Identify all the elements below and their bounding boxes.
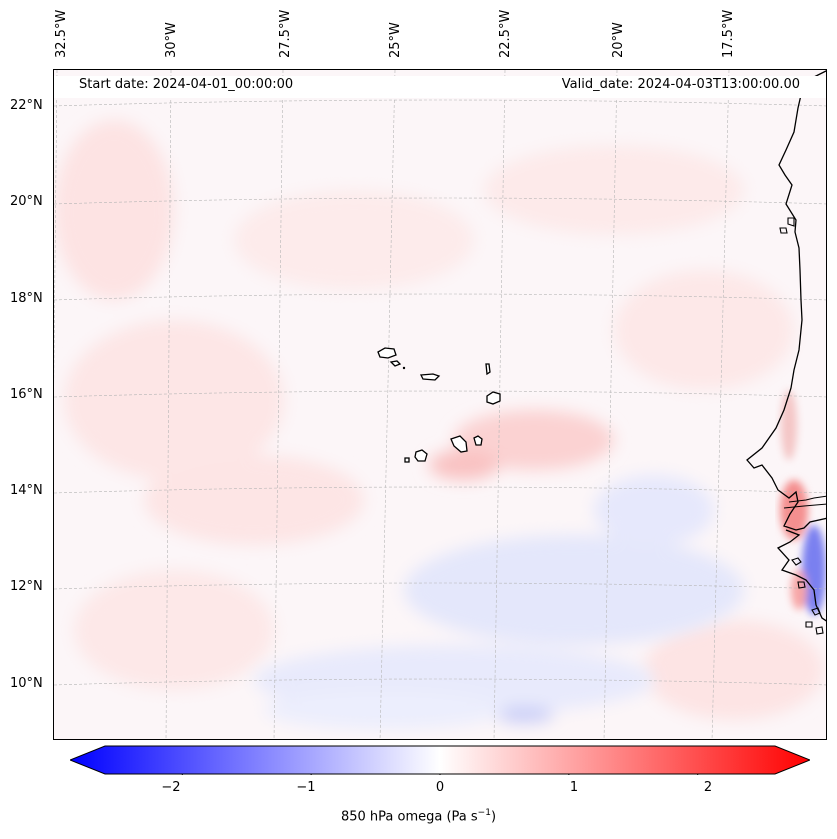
lat-label-20n: 20°N bbox=[10, 194, 43, 209]
island-santo-antao bbox=[377, 347, 397, 359]
start-date-label: Start date: 2024-04-01_00:00:00 bbox=[79, 77, 294, 92]
island-santiago bbox=[450, 435, 468, 453]
colorbar-tick-2: 2 bbox=[703, 780, 713, 795]
island-boa-vista bbox=[486, 391, 501, 405]
header-band bbox=[54, 76, 826, 98]
island-sao-nicolau bbox=[419, 373, 441, 381]
lon-label-25w: 25°W bbox=[388, 22, 403, 58]
colorbar-tick-minus-2: −2 bbox=[161, 780, 181, 795]
lon-label-30w: 30°W bbox=[164, 22, 179, 58]
lon-label-17-5w: 17.5°W bbox=[721, 9, 736, 58]
bijagos-islands bbox=[779, 217, 824, 635]
west-africa-coastline bbox=[746, 70, 826, 531]
colorbar-gradient bbox=[68, 745, 812, 775]
lat-label-14n: 14°N bbox=[10, 483, 43, 498]
map-panel[interactable]: Start date: 2024-04-01_00:00:00 Valid_da… bbox=[53, 69, 827, 740]
map-canvas bbox=[54, 70, 826, 739]
lon-label-22-5w: 22.5°W bbox=[498, 9, 513, 58]
colorbar-tick-minus-1: −1 bbox=[296, 780, 316, 795]
island-sal bbox=[485, 363, 491, 376]
lat-label-12n: 12°N bbox=[10, 579, 43, 594]
gambia-river bbox=[783, 495, 826, 509]
guinea-bissau-coastline bbox=[776, 529, 826, 622]
colorbar-tick-1: 1 bbox=[569, 780, 579, 795]
lat-label-10n: 10°N bbox=[10, 676, 43, 691]
island-maio bbox=[473, 435, 483, 446]
valid-date-label: Valid_date: 2024-04-03T13:00:00.00 bbox=[561, 77, 800, 92]
island-fogo bbox=[414, 449, 428, 462]
cape-verde-islands bbox=[377, 347, 501, 463]
lat-label-22n: 22°N bbox=[10, 98, 43, 113]
graticule bbox=[54, 70, 826, 739]
island-brava bbox=[404, 457, 410, 463]
lon-label-32-5w: 32.5°W bbox=[54, 9, 69, 58]
colorbar-tick-0: 0 bbox=[435, 780, 445, 795]
lon-label-27-5w: 27.5°W bbox=[278, 9, 293, 58]
colorbar bbox=[68, 745, 812, 779]
lat-label-16n: 16°N bbox=[10, 387, 43, 402]
colorbar-title: 850 hPa omega (Pa s−1) bbox=[340, 808, 497, 825]
omega-positive-patches bbox=[54, 120, 824, 720]
omega-negative-patches bbox=[254, 475, 744, 730]
island-sao-vicente bbox=[389, 360, 402, 367]
lon-label-20w: 20°W bbox=[611, 22, 626, 58]
lat-label-18n: 18°N bbox=[10, 291, 43, 306]
